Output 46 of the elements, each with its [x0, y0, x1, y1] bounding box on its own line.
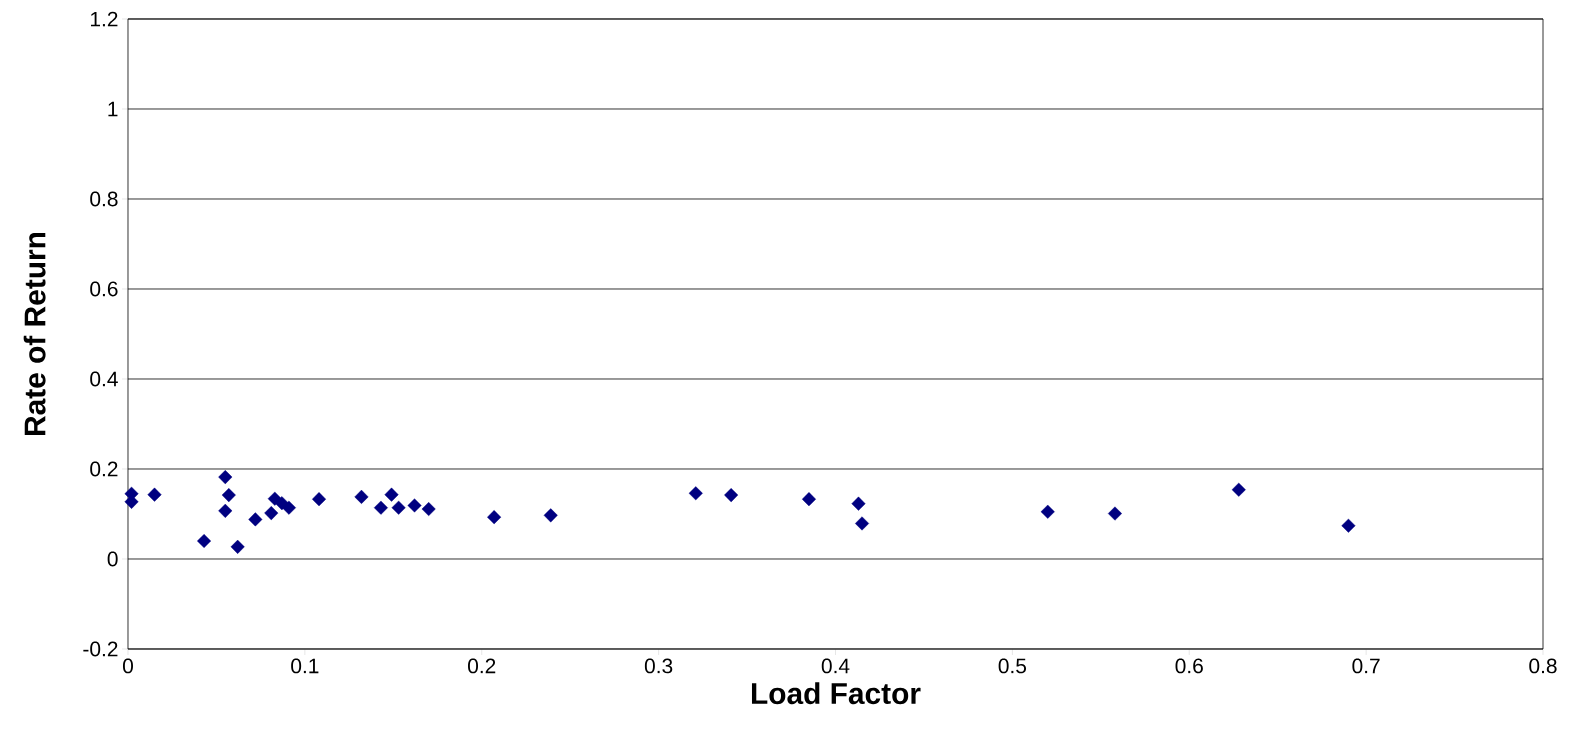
point: [1107, 506, 1122, 521]
y-tick-label: -0.2: [83, 641, 118, 657]
point: [487, 510, 502, 525]
point: [218, 503, 233, 518]
point: [312, 492, 327, 507]
point: [1231, 482, 1246, 497]
point: [391, 500, 406, 515]
point: [851, 496, 866, 511]
x-tick-label: 0.8: [1529, 658, 1557, 674]
point: [281, 500, 296, 515]
y-tick-label: 0.4: [90, 371, 118, 387]
point: [354, 489, 369, 504]
point: [724, 488, 739, 503]
point: [221, 488, 236, 503]
point: [801, 492, 816, 507]
point: [1040, 504, 1055, 519]
x-tick-label: 0.3: [644, 658, 673, 674]
x-tick-label: 0.2: [468, 658, 496, 674]
x-tick-label: 0.6: [1175, 658, 1203, 674]
y-axis-title: Rate of Return: [23, 232, 46, 435]
point: [197, 534, 212, 548]
x-tick-label: 0: [122, 658, 133, 674]
x-tick-label: 0.7: [1352, 658, 1380, 674]
x-tick-label: 0.1: [291, 658, 319, 674]
point: [688, 486, 703, 501]
point: [543, 508, 558, 523]
point: [421, 502, 436, 517]
point: [855, 516, 870, 531]
point: [230, 539, 245, 554]
point: [264, 506, 279, 521]
y-tick-label: 1.2: [90, 11, 118, 27]
y-tick-label: 0.8: [90, 191, 118, 207]
x-axis-title: Load Factor: [751, 682, 921, 705]
y-tick-label: 1: [108, 101, 118, 117]
point: [1341, 518, 1356, 533]
x-tick-label: 0.4: [821, 658, 850, 674]
point: [248, 512, 263, 527]
point: [373, 500, 388, 515]
point: [407, 498, 422, 513]
point: [147, 487, 162, 502]
y-tick-label: 0.6: [90, 281, 118, 297]
y-tick-label: 0: [107, 551, 118, 567]
point: [384, 487, 399, 502]
point: [218, 470, 233, 485]
y-tick-label: 0.2: [90, 461, 118, 477]
x-tick-label: 0.5: [998, 658, 1027, 674]
